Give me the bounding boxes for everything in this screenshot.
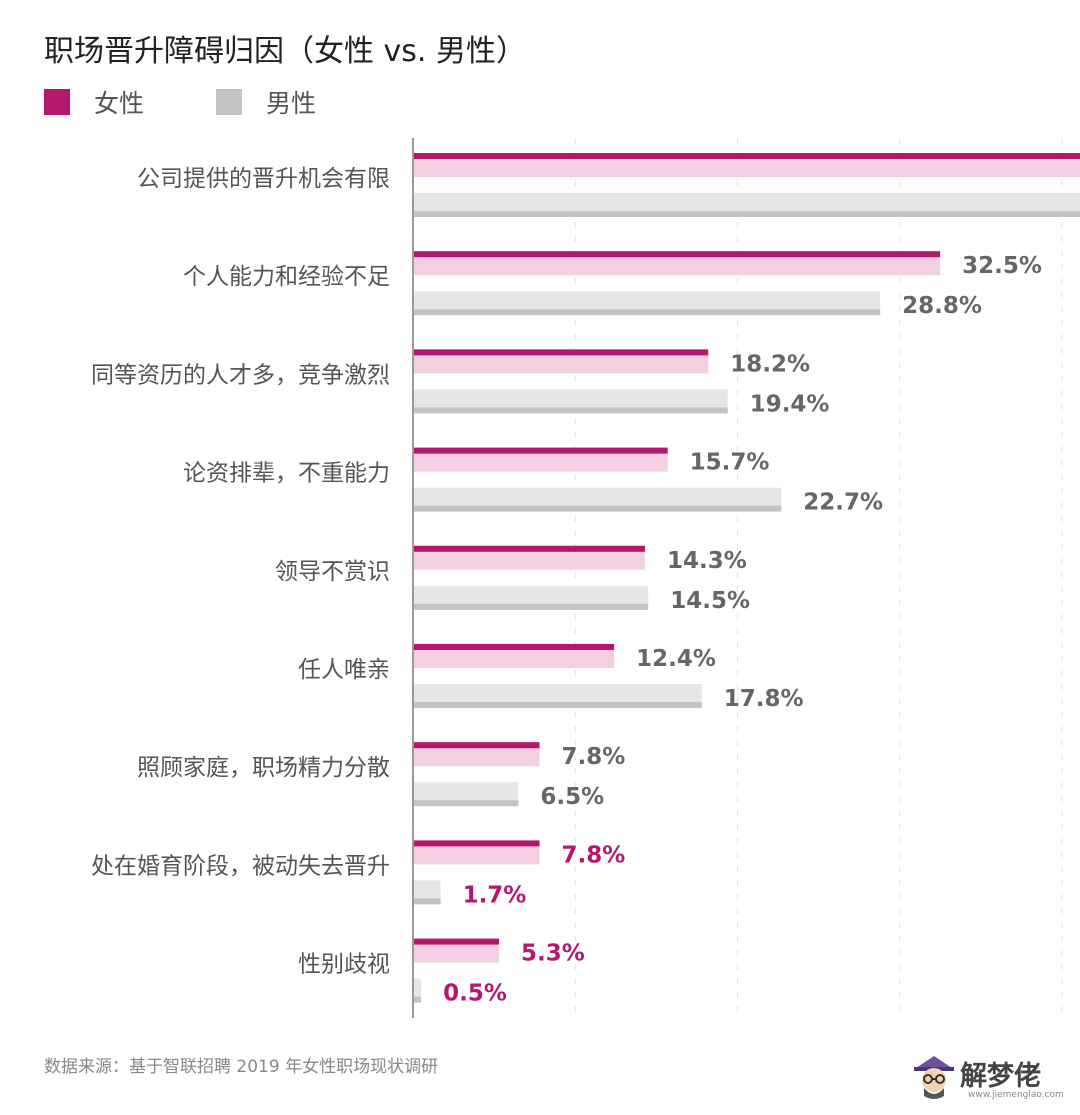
data-label-female: 7.8% bbox=[562, 744, 626, 770]
detective-avatar-icon bbox=[914, 1056, 954, 1099]
bar-male-accent bbox=[413, 603, 649, 610]
bar-male-accent bbox=[413, 309, 881, 316]
data-label-male: 1.7% bbox=[463, 882, 527, 908]
data-label-female: 7.8% bbox=[562, 842, 626, 868]
bar-female-accent bbox=[413, 447, 668, 454]
data-label-male: 28.8% bbox=[902, 293, 982, 319]
bar-female-accent bbox=[413, 251, 941, 258]
bar-female-accent bbox=[413, 349, 709, 356]
category-label: 论资排辈，不重能力 bbox=[183, 461, 390, 487]
data-label-male: 17.8% bbox=[724, 686, 804, 712]
category-label: 性别歧视 bbox=[298, 952, 390, 978]
data-label-male: 6.5% bbox=[540, 784, 604, 810]
bar-chart: 公司提供的晋升机会有限57.0%57.8%个人能力和经验不足32.5%28.8%… bbox=[91, 138, 1080, 1018]
bar-female-accent bbox=[413, 840, 540, 847]
legend-label-male: 男性 bbox=[266, 89, 317, 118]
category-label: 任人唯亲 bbox=[298, 657, 390, 683]
bar-female-accent bbox=[413, 644, 615, 650]
category-label: 个人能力和经验不足 bbox=[183, 264, 390, 290]
category-label: 同等资历的人才多，竞争激烈 bbox=[91, 362, 390, 388]
legend-swatch-female bbox=[44, 89, 70, 115]
watermark-url: www.jiemenglao.com bbox=[968, 1090, 1064, 1100]
bar-male-accent bbox=[413, 407, 728, 414]
data-label-female: 14.3% bbox=[667, 548, 747, 574]
bar-male-accent bbox=[413, 505, 782, 512]
legend-item-female: 女性 bbox=[44, 84, 144, 120]
data-label-female: 32.5% bbox=[962, 253, 1042, 279]
watermark-name: 解梦佬 bbox=[960, 1061, 1041, 1092]
watermark: 解梦佬 www.jiemenglao.com bbox=[912, 1050, 1072, 1110]
bar-male-accent bbox=[413, 702, 702, 708]
category-label: 照顾家庭，职场精力分散 bbox=[137, 755, 390, 781]
bar-female-accent bbox=[413, 545, 645, 552]
legend-item-male: 男性 bbox=[216, 84, 316, 120]
data-label-male: 19.4% bbox=[750, 391, 830, 417]
bar-female-accent bbox=[413, 742, 540, 749]
bar-female-accent bbox=[413, 153, 1080, 159]
data-label-female: 15.7% bbox=[690, 450, 770, 476]
legend-label-female: 女性 bbox=[94, 89, 145, 118]
data-label-male: 22.7% bbox=[803, 490, 883, 516]
legend-swatch-male bbox=[216, 89, 242, 115]
category-label: 处在婚育阶段，被动失去晋升 bbox=[91, 853, 390, 879]
bar-male-accent bbox=[413, 211, 1080, 217]
data-label-female: 18.2% bbox=[730, 351, 810, 377]
data-label-female: 12.4% bbox=[636, 646, 716, 672]
bar-male bbox=[413, 978, 422, 1003]
bar-male-accent bbox=[413, 996, 422, 1003]
data-label-female: 5.3% bbox=[521, 941, 585, 967]
data-label-male: 0.5% bbox=[443, 981, 507, 1007]
bar-female-accent bbox=[413, 938, 499, 945]
category-label: 领导不赏识 bbox=[275, 559, 390, 585]
bar-male-accent bbox=[413, 898, 441, 905]
category-label: 公司提供的晋升机会有限 bbox=[137, 166, 390, 192]
chart-title: 职场晋升障碍归因（女性 vs. 男性） bbox=[44, 34, 526, 69]
data-source-note: 数据来源：基于智联招聘 2019 年女性职场现状调研 bbox=[44, 1057, 439, 1077]
bar-male-accent bbox=[413, 800, 519, 807]
data-label-male: 14.5% bbox=[670, 588, 750, 614]
